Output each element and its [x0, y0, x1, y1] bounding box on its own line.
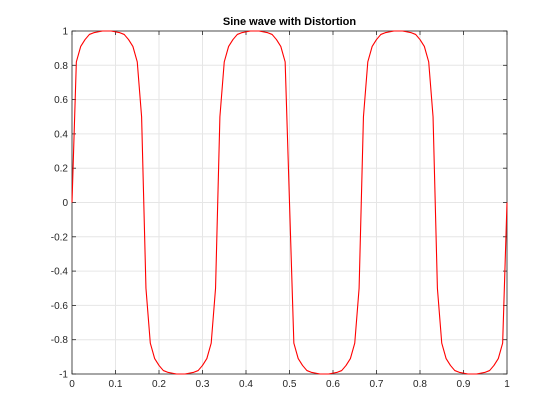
- x-tick-label: 0.1: [109, 379, 123, 390]
- x-tick-labels: 0 0.1 0.2 0.3 0.4 0.5 0.6 0.7 0.8 0.9 1: [69, 379, 510, 390]
- y-tick-label: -0.8: [51, 335, 69, 346]
- y-tick-label: 0.2: [54, 164, 68, 175]
- x-tick-label: 0.6: [326, 379, 340, 390]
- y-tick-label: 0.6: [54, 95, 68, 106]
- x-tick-label: 0.7: [370, 379, 384, 390]
- y-tick-label: 1: [62, 27, 68, 38]
- x-tick-label: 0: [69, 379, 75, 390]
- x-tick-label: 0.9: [457, 379, 471, 390]
- x-tick-label: 0.8: [413, 379, 427, 390]
- y-tick-label: -0.6: [51, 301, 69, 312]
- x-tick-label: 1: [504, 379, 510, 390]
- x-tick-label: 0.5: [283, 379, 297, 390]
- y-tick-label: 0.8: [54, 61, 68, 72]
- y-tick-label: 0: [62, 198, 68, 209]
- y-tick-label: -1: [59, 370, 68, 381]
- x-tick-label: 0.2: [152, 379, 166, 390]
- y-tick-label: -0.2: [51, 232, 69, 243]
- y-tick-label: 0.4: [54, 129, 68, 140]
- series-layer: [71, 30, 508, 375]
- y-tick-label: -0.4: [51, 267, 69, 278]
- chart-title: Sine wave with Distortion: [223, 16, 357, 28]
- series-line: [71, 30, 508, 375]
- y-tick-labels: 1 0.8 0.6 0.4 0.2 0 -0.2 -0.4 -0.6 -0.8 -1: [51, 27, 69, 381]
- x-tick-label: 0.3: [196, 379, 210, 390]
- x-tick-label: 0.4: [239, 379, 253, 390]
